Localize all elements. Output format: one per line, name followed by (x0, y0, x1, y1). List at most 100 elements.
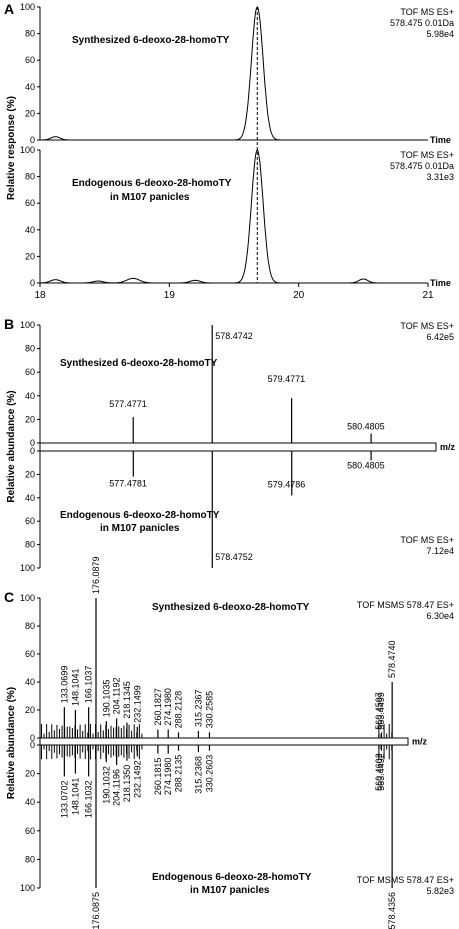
peak-label: 204.1192 (112, 678, 122, 715)
y-axis-bottom-tick-label: 0 (30, 740, 35, 750)
y-axis-bottom-tick-label: 80 (25, 540, 35, 550)
peak-label: 218.1350 (122, 765, 132, 803)
y-axis-a2-tick-label: 100 (20, 145, 35, 155)
y-axis-a2-tick-label: 60 (25, 198, 35, 208)
y-axis-top-tick-label: 20 (25, 414, 35, 424)
x-axis-label-time: Time (430, 135, 451, 145)
y-axis-top-tick-label: 100 (20, 593, 35, 603)
y-axis-bottom-tick-label: 100 (20, 563, 35, 573)
peak-label: 560.4597 (374, 692, 384, 730)
peak-label: 330.2585 (204, 691, 214, 729)
y-axis-label-b: Relative abundance (%) (6, 390, 17, 502)
y-axis-label-c: Relative abundance (%) (6, 687, 17, 799)
peak-label: 330.2603 (204, 755, 214, 793)
peak-label: 563.4499 (376, 692, 386, 730)
peak-label: 579.4786 (268, 479, 306, 489)
y-axis-a2-tick-label: 40 (25, 225, 35, 235)
spectrum-info: 6.30e4 (426, 611, 454, 621)
spectrum-name-line2: in M107 panicles (190, 885, 270, 896)
chromatogram-trace (40, 149, 428, 284)
y-axis-bottom-tick-label: 40 (25, 797, 35, 807)
peak-label: 232.1492 (132, 760, 142, 798)
x-tick-label-a: 20 (293, 290, 305, 301)
peak-label: 288.2128 (174, 691, 184, 729)
y-axis-top-tick-label: 0 (30, 733, 35, 743)
peak-label: 260.1827 (153, 688, 163, 726)
y-axis-top-tick-label: 80 (25, 621, 35, 631)
trace-info: 578.475 0.01Da (390, 18, 454, 28)
spectrum-name: Endogenous 6-deoxo-28-homoTY (60, 510, 220, 521)
peak-label: 579.4771 (268, 374, 306, 384)
spectrum-info: TOF MS ES+ (400, 321, 454, 331)
peak-label: 166.1032 (84, 780, 94, 818)
peak-label: 148.1041 (70, 778, 80, 816)
y-axis-a1-tick-label: 20 (25, 108, 35, 118)
y-axis-top-tick-label: 20 (25, 705, 35, 715)
y-axis-a2-tick-label: 80 (25, 172, 35, 182)
chromatogram-trace (40, 6, 428, 141)
peak-label: 190.1035 (101, 680, 111, 718)
spectrum-name-line2: in M107 panicles (100, 523, 180, 534)
x-tick-label-a: 18 (34, 290, 46, 301)
y-axis-top-tick-label: 80 (25, 344, 35, 354)
peak-label: 176.0875 (91, 892, 101, 929)
trace-name-line2: in M107 panicles (110, 192, 190, 203)
peak-label: 133.0699 (59, 666, 69, 704)
y-axis-bottom-tick-label: 100 (20, 883, 35, 893)
peak-label: 274.1980 (163, 688, 173, 726)
peak-label: 288.2135 (174, 755, 184, 793)
trace-info: 3.31e3 (426, 172, 454, 182)
y-axis-a1-tick-label: 0 (30, 135, 35, 145)
y-axis-bottom-tick-label: 20 (25, 469, 35, 479)
x-tick-label-a: 21 (422, 290, 434, 301)
peak-label: 577.4771 (109, 399, 147, 409)
y-axis-bottom-tick-label: 60 (25, 826, 35, 836)
y-axis-top-tick-label: 0 (30, 438, 35, 448)
spectrum-name: Endogenous 6-deoxo-28-homoTY (152, 872, 312, 883)
peak-label: 580.4805 (347, 422, 385, 432)
y-axis-top-tick-label: 60 (25, 649, 35, 659)
spectrum-info: TOF MSMS 578.47 ES+ (357, 875, 454, 885)
spectrum-info: 6.42e5 (426, 332, 454, 342)
x-axis-label-mz: m/z (412, 737, 428, 747)
x-axis-label-mz: m/z (440, 442, 456, 452)
peak-label: 578.4752 (215, 552, 253, 562)
peak-label: 580.4805 (347, 460, 385, 470)
spectrum-info: TOF MSMS 578.47 ES+ (357, 600, 454, 610)
y-axis-top-tick-label: 40 (25, 677, 35, 687)
peak-label: 578.4356 (387, 892, 397, 929)
panel-label-c: C (4, 589, 14, 605)
panel-label-b: B (4, 316, 14, 332)
peak-label: 218.1345 (122, 681, 132, 719)
spectrum-name: Synthesized 6-deoxo-28-homoTY (60, 358, 218, 369)
y-axis-top-tick-label: 100 (20, 320, 35, 330)
peak-label: 578.4740 (387, 640, 397, 678)
spectrum-name: Synthesized 6-deoxo-28-homoTY (152, 602, 310, 613)
y-axis-a1-tick-label: 60 (25, 55, 35, 65)
peak-label: 176.0879 (91, 556, 101, 594)
peak-label: 260.1815 (153, 758, 163, 796)
x-tick-label-a: 19 (164, 290, 176, 301)
trace-info: 578.475 0.01Da (390, 161, 454, 171)
panel-label-a: A (4, 1, 14, 17)
y-axis-bottom-tick-label: 40 (25, 493, 35, 503)
peak-label: 578.4742 (215, 331, 253, 341)
y-axis-a1-tick-label: 80 (25, 29, 35, 39)
peak-label: 274.1980 (163, 758, 173, 796)
peak-label: 315.2367 (193, 689, 203, 727)
mz-axis-band (39, 737, 409, 746)
peak-label: 577.4781 (109, 479, 147, 489)
trace-info: 5.98e4 (426, 29, 454, 39)
trace-name: Endogenous 6-deoxo-28-homoTY (72, 178, 232, 189)
y-axis-label-a: Relative response (%) (6, 96, 17, 200)
trace-name: Synthesized 6-deoxo-28-homoTY (72, 35, 230, 46)
y-axis-top-tick-label: 40 (25, 391, 35, 401)
peak-label: 190.1032 (101, 766, 111, 804)
peak-label: 148.1041 (70, 668, 80, 706)
trace-info: TOF MS ES+ (400, 7, 454, 17)
y-axis-bottom-tick-label: 20 (25, 769, 35, 779)
peak-label: 166.1037 (84, 666, 94, 704)
x-axis-label-time: Time (430, 278, 451, 288)
peak-label: 133.0702 (59, 780, 69, 818)
